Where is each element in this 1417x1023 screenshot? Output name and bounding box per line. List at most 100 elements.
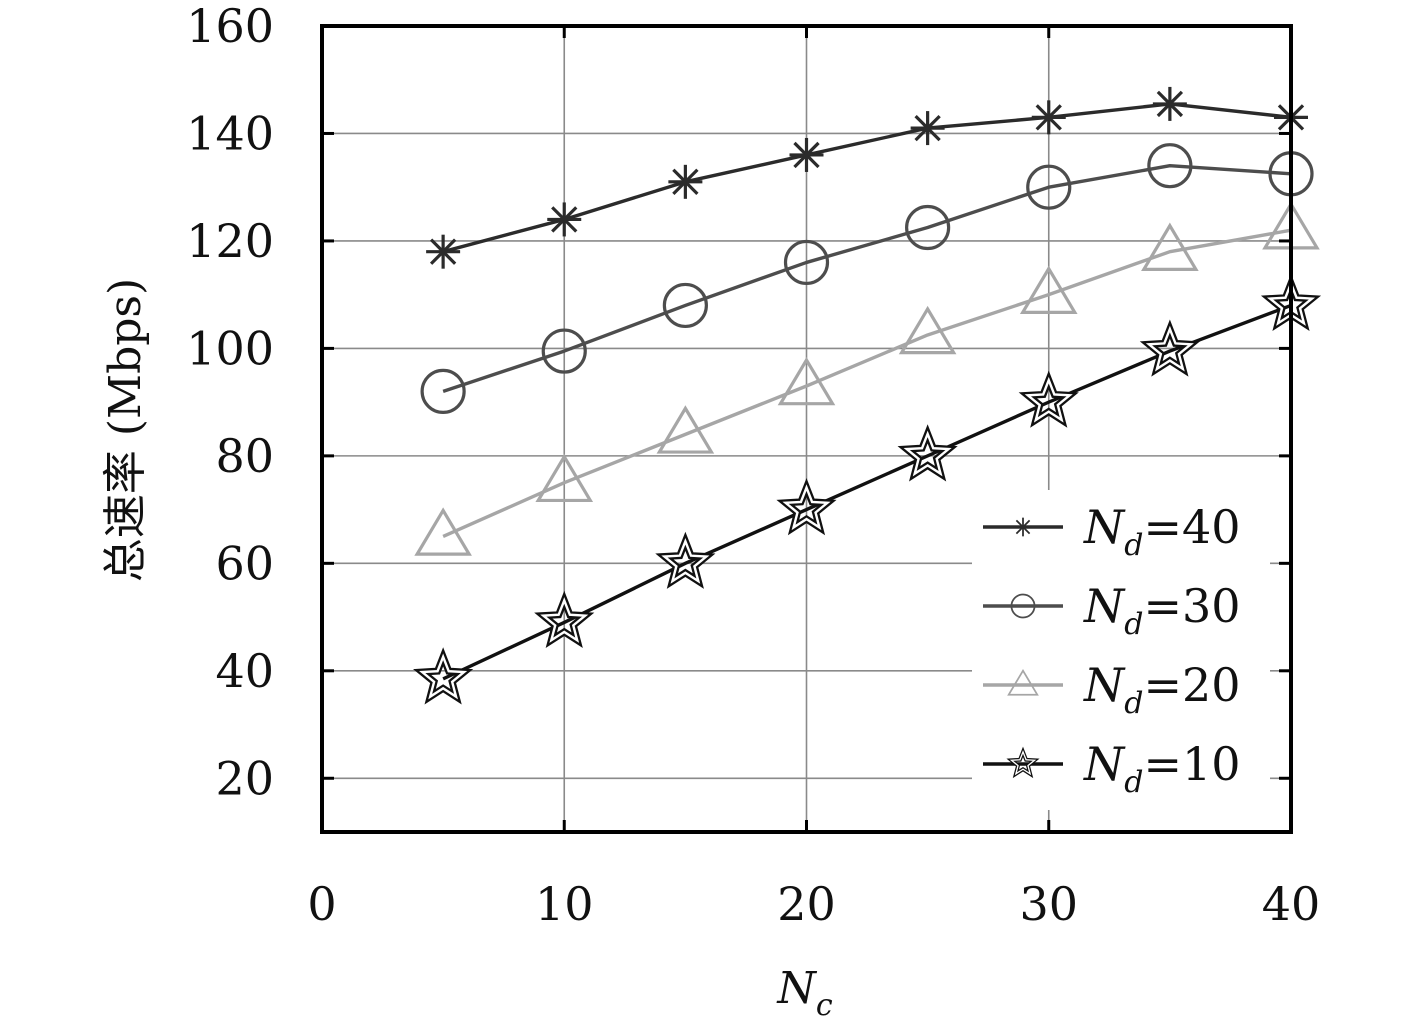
- y-tick-label: 80: [215, 429, 274, 483]
- star-marker: [655, 531, 716, 589]
- triangle-marker: [777, 356, 836, 406]
- asterisk-marker: [1031, 100, 1066, 135]
- asterisk-marker: [1152, 86, 1187, 121]
- asterisk-stroke: [1035, 104, 1062, 131]
- legend-label-sub: d: [1124, 528, 1143, 563]
- legend-marker: [1013, 517, 1033, 537]
- y-tick-label: 120: [186, 214, 274, 268]
- asterisk-marker: [1013, 517, 1033, 537]
- triangle-marker: [1019, 265, 1078, 314]
- triangle-marker: [1007, 668, 1039, 696]
- circle-marker: [662, 282, 708, 329]
- star-inner: [661, 538, 710, 584]
- x-tick-label: 30: [1019, 877, 1078, 931]
- circle-marker: [1147, 143, 1193, 189]
- y-axis-label: 总速率 (Mbps): [100, 278, 151, 582]
- star-inner: [1009, 750, 1037, 776]
- asterisk-stroke: [1156, 90, 1184, 118]
- asterisk-stroke: [429, 238, 457, 265]
- legend-entry: Nd=20: [983, 658, 1241, 721]
- y-tick-label: 20: [215, 751, 274, 805]
- circle-marker: [541, 328, 587, 374]
- legend-marker: [1007, 668, 1039, 696]
- star-inner: [782, 484, 831, 531]
- series-line: [442, 164, 1292, 394]
- y-tick-label: 40: [215, 644, 274, 698]
- asterisk-stroke: [914, 114, 941, 142]
- y-tick-label: 140: [186, 106, 274, 160]
- circle-marker: [1010, 593, 1036, 619]
- asterisk-stroke: [672, 168, 699, 195]
- legend-marker: [1010, 593, 1036, 619]
- tick-labels: 0 10 20 30 40 20 40 60 80 100 120 140 160: [186, 0, 1320, 931]
- x-axis-label-sub: c: [816, 988, 833, 1023]
- legend-label: Nd=20: [1083, 658, 1241, 721]
- legend-entry: Nd=40: [983, 500, 1241, 563]
- asterisk-marker: [426, 234, 461, 269]
- legend-label-value: =20: [1143, 658, 1240, 712]
- star-inner: [1024, 376, 1073, 423]
- legend-label-sub: d: [1124, 686, 1143, 721]
- triangle-marker: [414, 507, 472, 556]
- legend-entry: Nd=30: [983, 579, 1241, 642]
- x-tick-label: 40: [1262, 877, 1321, 931]
- series-star: [413, 273, 1322, 705]
- legend-marker: [1006, 746, 1040, 779]
- star-marker: [534, 590, 595, 649]
- legend-label-value: =30: [1143, 579, 1240, 633]
- series-layer: [413, 86, 1322, 705]
- triangle-marker: [535, 453, 594, 503]
- asterisk-stroke: [793, 141, 820, 169]
- x-tick-label: 20: [777, 877, 836, 931]
- legend-entry: Nd=10: [983, 737, 1241, 800]
- star-marker: [897, 424, 958, 482]
- circle-marker: [905, 204, 951, 251]
- asterisk-marker: [668, 164, 703, 199]
- star-marker: [413, 647, 474, 705]
- star-inner: [419, 653, 468, 700]
- circle-marker: [783, 239, 830, 286]
- triangle-marker: [656, 405, 715, 454]
- y-tick-label: 160: [186, 0, 274, 53]
- star-marker: [1139, 319, 1200, 377]
- asterisk-marker: [789, 137, 824, 172]
- circle-marker: [420, 368, 466, 414]
- asterisk-stroke: [551, 206, 578, 233]
- triangle-marker: [1141, 222, 1199, 271]
- legend-label-sub: d: [1124, 607, 1143, 642]
- star-marker: [1006, 746, 1040, 779]
- star-marker: [776, 477, 837, 536]
- triangle-marker: [898, 305, 957, 355]
- star-inner: [1145, 325, 1194, 372]
- legend-label-main: N: [1083, 658, 1126, 712]
- x-axis-label-main: N: [776, 963, 817, 1014]
- legend-label-main: N: [1083, 500, 1126, 554]
- series-line: [442, 102, 1292, 254]
- legend-label: Nd=30: [1083, 579, 1241, 642]
- legend-label: Nd=10: [1083, 737, 1241, 800]
- star-marker: [1018, 370, 1079, 428]
- plot-frame: [320, 24, 1293, 834]
- asterisk-marker: [547, 202, 582, 237]
- circle-marker: [1026, 164, 1072, 210]
- star-inner: [903, 430, 952, 477]
- legend-label-main: N: [1083, 579, 1126, 633]
- legend-label: Nd=40: [1083, 500, 1241, 563]
- series-triangle: [414, 201, 1320, 556]
- y-tick-label: 60: [215, 536, 274, 590]
- legend-label-sub: d: [1124, 765, 1143, 800]
- legend-label-main: N: [1083, 737, 1126, 791]
- x-tick-label: 0: [307, 877, 336, 931]
- y-tick-label: 100: [186, 321, 274, 375]
- legend-label-value: =40: [1143, 500, 1240, 554]
- asterisk-marker: [910, 111, 945, 146]
- x-axis-label: Nc: [776, 963, 833, 1023]
- x-tick-label: 10: [535, 877, 594, 931]
- series-circle: [420, 143, 1314, 414]
- star-inner: [540, 597, 589, 643]
- legend-label-value: =10: [1143, 737, 1240, 791]
- asterisk-stroke: [1015, 519, 1031, 535]
